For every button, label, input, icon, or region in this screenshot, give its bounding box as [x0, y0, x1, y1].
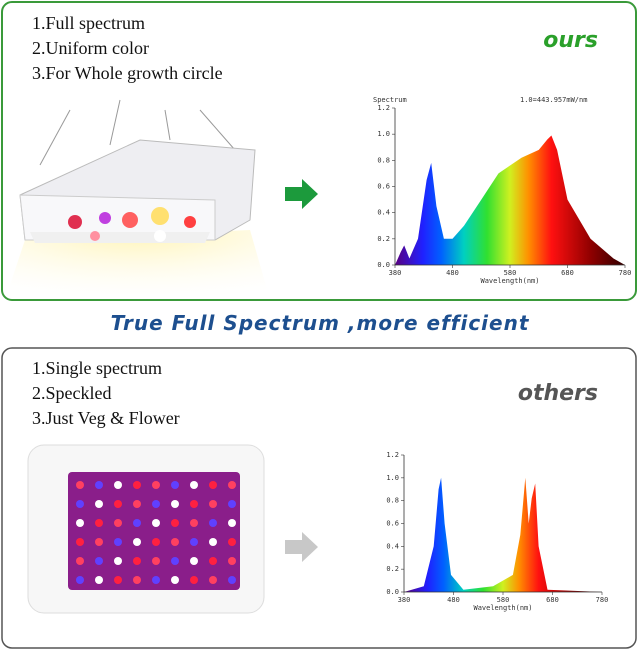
y-tick-label: 1.2	[377, 104, 390, 112]
led	[95, 576, 103, 584]
led	[190, 519, 198, 527]
led	[209, 500, 217, 508]
feature: 3.Just Veg & Flower	[32, 408, 180, 428]
feature: 2.Speckled	[32, 383, 111, 403]
led	[133, 538, 141, 546]
led	[76, 500, 84, 508]
light-others	[27, 444, 265, 614]
led	[114, 519, 122, 527]
spectrum-curve	[404, 477, 602, 592]
x-tick-label: 380	[389, 269, 402, 277]
feature: 2.Uniform color	[32, 38, 149, 58]
led	[95, 557, 103, 565]
led	[209, 481, 217, 489]
led	[171, 576, 179, 584]
led	[228, 500, 236, 508]
led	[76, 576, 84, 584]
x-tick-label: 680	[546, 596, 559, 604]
led	[76, 519, 84, 527]
tag: others	[518, 381, 598, 406]
x-tick-label: 680	[561, 269, 574, 277]
x-tick-label: 780	[619, 269, 632, 277]
led	[152, 481, 160, 489]
feature: 1.Full spectrum	[32, 13, 145, 33]
led	[133, 557, 141, 565]
led	[114, 538, 122, 546]
led	[133, 519, 141, 527]
y-tick-label: 0.4	[386, 542, 399, 550]
led	[171, 500, 179, 508]
x-axis-label: Wavelength(nm)	[473, 604, 532, 612]
led	[152, 576, 160, 584]
led	[190, 557, 198, 565]
led	[171, 557, 179, 565]
led	[152, 519, 160, 527]
led	[190, 481, 198, 489]
led	[95, 500, 103, 508]
y-tick-label: 0.2	[377, 235, 390, 243]
slogan: True Full Spectrum ,more efficient	[111, 311, 530, 335]
led	[190, 576, 198, 584]
y-tick-label: 0.6	[386, 520, 399, 528]
tag: ours	[543, 28, 598, 53]
led	[114, 500, 122, 508]
y-tick-label: 0.8	[377, 156, 390, 164]
y-tick-label: 1.2	[386, 451, 399, 459]
x-tick-label: 480	[446, 269, 459, 277]
led	[190, 538, 198, 546]
led	[133, 576, 141, 584]
led	[95, 519, 103, 527]
led	[114, 481, 122, 489]
led	[209, 538, 217, 546]
feature: 3.For Whole growth circle	[32, 63, 223, 83]
led	[95, 481, 103, 489]
y-tick-label: 0.2	[386, 565, 399, 573]
led	[171, 481, 179, 489]
led	[76, 481, 84, 489]
y-tick-label: 0.0	[386, 588, 399, 596]
y-tick-label: 1.0	[377, 130, 390, 138]
led	[133, 481, 141, 489]
x-tick-label: 780	[596, 596, 609, 604]
y-tick-label: 0.4	[377, 209, 390, 217]
x-tick-label: 480	[447, 596, 460, 604]
light-ours	[5, 99, 270, 300]
led	[76, 557, 84, 565]
led	[152, 500, 160, 508]
led	[209, 576, 217, 584]
led	[228, 538, 236, 546]
x-tick-label: 580	[504, 269, 517, 277]
led	[95, 538, 103, 546]
arrow-others	[285, 532, 318, 562]
led	[190, 500, 198, 508]
led	[152, 557, 160, 565]
feature: 1.Single spectrum	[32, 358, 162, 378]
chart-note: 1.0=443.957mW/nm	[520, 96, 587, 104]
y-tick-label: 1.0	[386, 474, 399, 482]
x-tick-label: 380	[398, 596, 411, 604]
y-tick-label: 0.6	[377, 183, 390, 191]
led	[228, 557, 236, 565]
y-tick-label: 0.8	[386, 497, 399, 505]
y-tick-label: 0.0	[377, 261, 390, 269]
arrow-ours	[285, 179, 318, 209]
led	[228, 576, 236, 584]
led	[152, 538, 160, 546]
x-axis-label: Wavelength(nm)	[480, 277, 539, 285]
led	[114, 576, 122, 584]
led	[133, 500, 141, 508]
led	[209, 557, 217, 565]
led	[209, 519, 217, 527]
x-tick-label: 580	[497, 596, 510, 604]
led	[114, 557, 122, 565]
y-axis-label: Spectrum	[373, 96, 407, 104]
led	[228, 481, 236, 489]
spectrum-curve	[395, 135, 625, 265]
led	[228, 519, 236, 527]
led	[171, 519, 179, 527]
led	[171, 538, 179, 546]
led	[76, 538, 84, 546]
